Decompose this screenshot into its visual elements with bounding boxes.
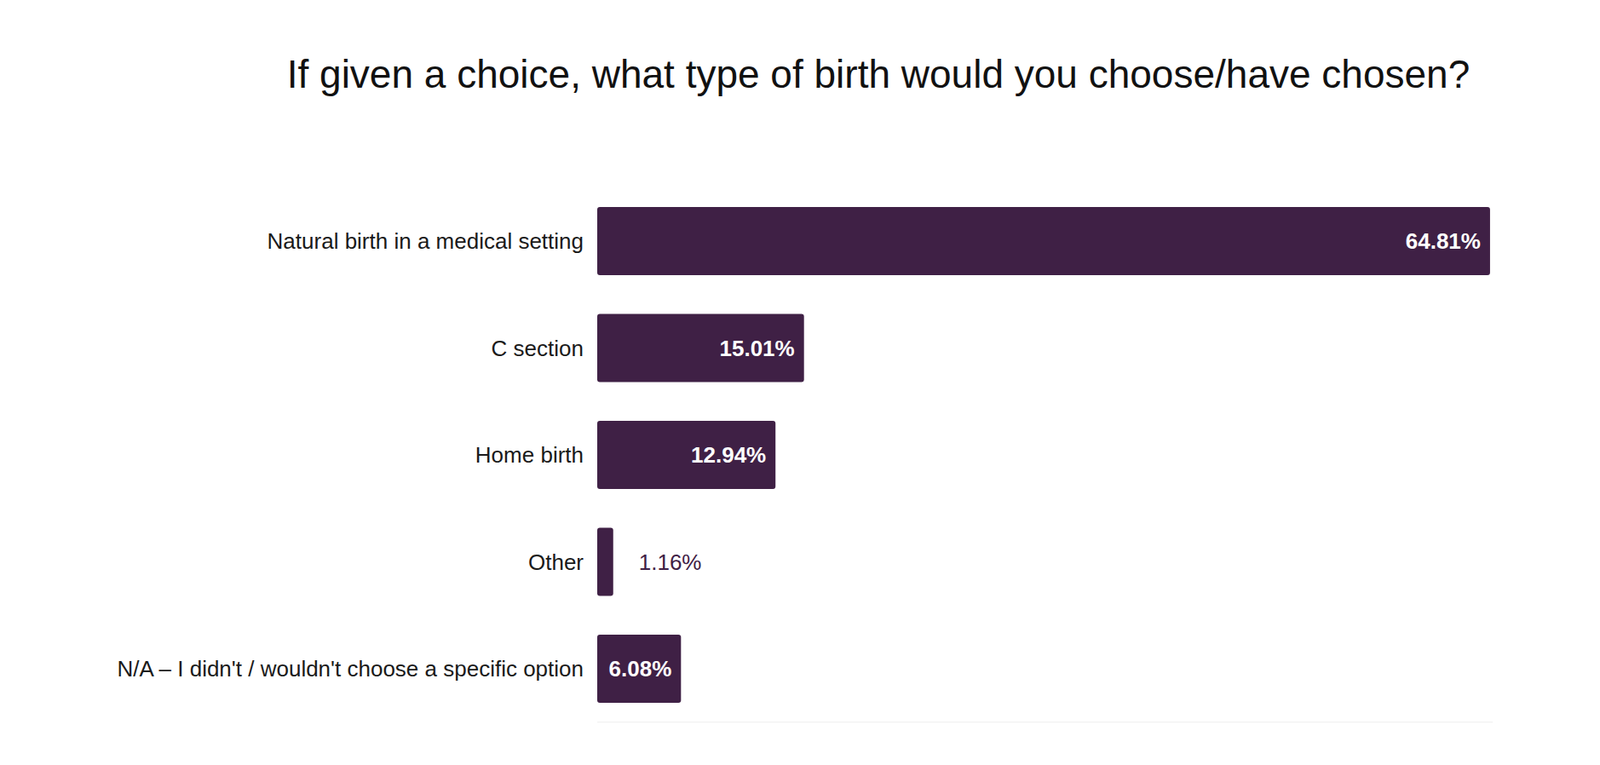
bar (597, 207, 1491, 276)
bar (597, 528, 614, 597)
chart-svg: If given a choice, what type of birth wo… (0, 0, 1600, 765)
bar (597, 634, 681, 703)
data-label: 64.81% (1405, 228, 1481, 254)
bars (597, 207, 1491, 703)
chart-title: If given a choice, what type of birth wo… (287, 51, 1471, 97)
chart-root: If given a choice, what type of birth wo… (0, 0, 1600, 765)
category-label: N/A – I didn't / wouldn't choose a speci… (116, 656, 584, 682)
bar (597, 314, 805, 383)
bar (597, 420, 776, 490)
labels: Natural birth in a medical setting 64.81%… (116, 228, 1481, 682)
data-label: 12.94% (690, 442, 766, 468)
data-label: 15.01% (719, 335, 795, 362)
x-axis-line (597, 721, 1493, 723)
data-label: 1.16% (638, 549, 703, 576)
data-label: 6.08% (609, 656, 673, 682)
category-label: Natural birth in a medical setting (267, 228, 584, 254)
category-label: Home birth (475, 442, 584, 468)
category-label: Other (528, 549, 584, 576)
category-label: C section (491, 335, 584, 362)
